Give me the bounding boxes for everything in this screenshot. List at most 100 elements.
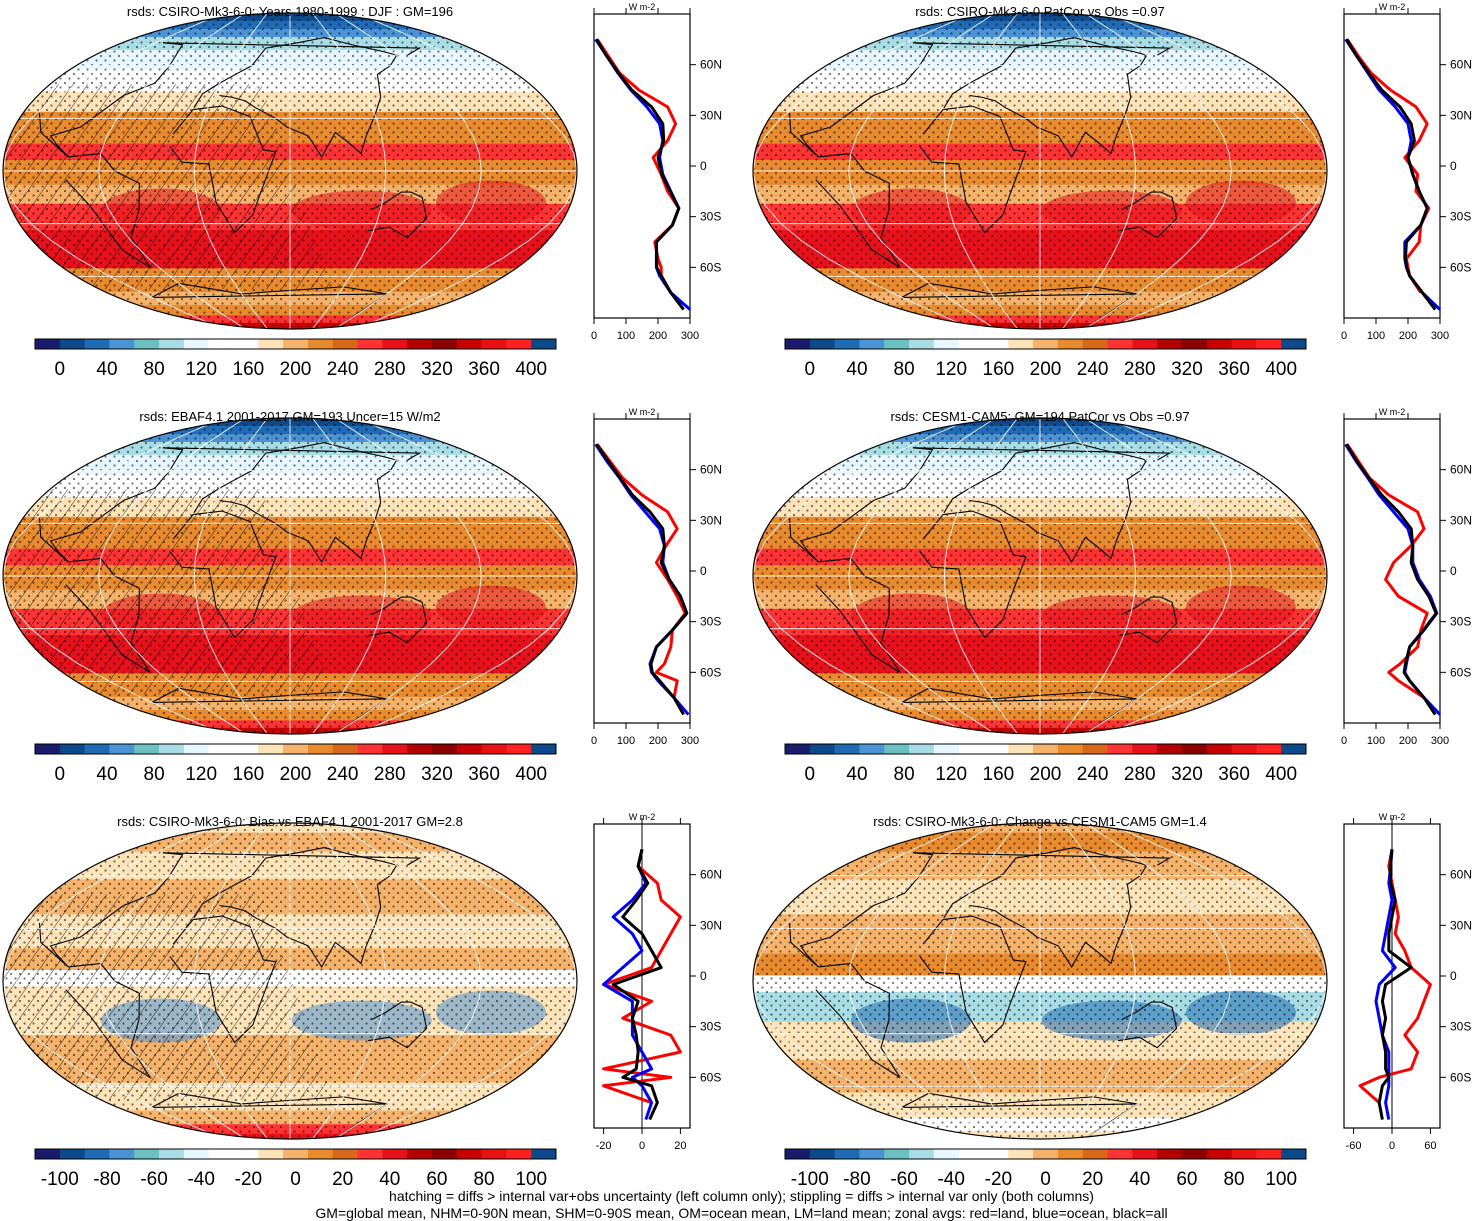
- colorbar-tick-label: 240: [327, 764, 359, 785]
- colorbar-swatch: [1231, 744, 1257, 754]
- zonal-panel-5: 60N 30N 0 30S 60S -20 0 20 W m-2: [593, 812, 722, 1152]
- lat-tick-label: 60N: [1450, 463, 1472, 477]
- graticule-lon: [943, 823, 1019, 1139]
- map-border: [752, 822, 1328, 1140]
- colorbar-tick-label: 320: [1171, 764, 1203, 785]
- colorbar-tick-label: 400: [515, 764, 547, 785]
- value-tick-label: 100: [1367, 735, 1385, 747]
- value-tick-label: 200: [1399, 330, 1417, 342]
- graticule-lon: [1106, 418, 1327, 734]
- colorbar-swatch: [909, 339, 935, 349]
- colorbar-swatch: [35, 339, 61, 349]
- colorbar-tick-label: 100: [515, 1169, 547, 1190]
- lat-tick-label: 30N: [1450, 918, 1472, 932]
- value-tick-label: 200: [649, 735, 667, 747]
- colorbar-swatch: [1181, 339, 1208, 349]
- value-tick-label: -20: [596, 1140, 612, 1152]
- value-tick-label: 300: [1431, 330, 1449, 342]
- colorbar-tick-label: -60: [140, 1169, 167, 1190]
- colorbar-tick-label: 20: [1082, 1169, 1103, 1190]
- map-title: rsds: CSIRO-Mk3-6-0: Years 1980-1999 : D…: [127, 4, 453, 19]
- value-tick-label: 300: [681, 330, 699, 342]
- map-border: [2, 12, 578, 330]
- colorbar-tick-label: 80: [144, 359, 165, 380]
- colorbar-tick-label: 200: [280, 764, 312, 785]
- colorbar-swatch: [859, 339, 885, 349]
- series-all: [595, 443, 689, 716]
- colorbar-tick-label: 360: [468, 359, 500, 380]
- units-label: W m-2: [629, 2, 656, 12]
- colorbar-swatch: [1181, 1149, 1208, 1159]
- colorbar-2: 0 40 80 120 160 200 240 280 320 360 400: [784, 338, 1307, 380]
- colorbar-swatch: [208, 1149, 234, 1159]
- colorbar-swatch: [1057, 744, 1084, 754]
- value-tick-label: 0: [591, 735, 597, 747]
- colorbar-swatch: [933, 1149, 960, 1159]
- colorbar-swatch: [1107, 339, 1133, 349]
- footer-legend-note: GM=global mean, NHM=0-90N mean, SHM=0-90…: [315, 1205, 1168, 1221]
- zonal-panel-1: 60N 30N 0 30S 60S 0 100 200 300 W m-2: [591, 2, 722, 342]
- colorbar-swatch: [1281, 339, 1307, 349]
- colorbar-swatch: [933, 339, 960, 349]
- colorbar-swatch: [59, 744, 86, 754]
- colorbar-swatch: [407, 339, 433, 349]
- zonal-frame: [1343, 13, 1441, 319]
- graticule-lon: [193, 418, 269, 734]
- units-label: W m-2: [1379, 2, 1406, 12]
- map-panel-5: rsds: CSIRO-Mk3-6-0: Bias vs EBAF4.1 200…: [2, 814, 578, 1140]
- units-label: W m-2: [1379, 407, 1406, 417]
- map-panel-2: rsds: CSIRO-Mk3-6-0 PatCor vs Obs =0.97: [752, 4, 1328, 330]
- lat-tick-label: 60N: [700, 868, 722, 882]
- colorbar-tick-label: 80: [144, 764, 165, 785]
- value-tick-label: 200: [1399, 735, 1417, 747]
- colorbar-tick-label: 40: [96, 359, 117, 380]
- colorbar-tick-label: 40: [379, 1169, 400, 1190]
- colorbar-swatch: [233, 744, 259, 754]
- colorbar-tick-label: 360: [1218, 359, 1250, 380]
- colorbar-tick-label: 400: [1265, 764, 1297, 785]
- graticule-lon: [334, 823, 482, 1139]
- colorbar-swatch: [1231, 1149, 1257, 1159]
- colorbar-tick-label: 0: [55, 764, 66, 785]
- colorbar-swatch: [1132, 744, 1158, 754]
- colorbar-swatch: [1281, 744, 1307, 754]
- zonal-frame: [1343, 418, 1441, 724]
- series-all: [1345, 443, 1438, 716]
- colorbar-swatch: [283, 339, 309, 349]
- colorbar-tick-label: 360: [1218, 764, 1250, 785]
- colorbar-tick-label: 240: [1077, 359, 1109, 380]
- colorbar-swatch: [1033, 339, 1059, 349]
- colorbar-swatch: [983, 339, 1009, 349]
- colorbar-swatch: [159, 1149, 185, 1159]
- graticule-lon: [1106, 823, 1327, 1139]
- colorbar-tick-label: 280: [374, 359, 406, 380]
- colorbar-swatch: [531, 744, 557, 754]
- colorbar-swatch: [307, 339, 334, 349]
- graticule-lon: [334, 418, 482, 734]
- colorbar-swatch: [382, 1149, 408, 1159]
- map-title: rsds: CSIRO-Mk3-6-0: Change vs CESM1-CAM…: [873, 814, 1206, 829]
- lat-tick-label: 60N: [1450, 58, 1472, 72]
- value-tick-label: 20: [674, 1140, 686, 1152]
- graticule-lon: [98, 418, 246, 734]
- graticule-lon: [1061, 418, 1137, 734]
- lat-tick-label: 0: [1450, 159, 1457, 173]
- zonal-panel-6: 60N 30N 0 30S 60S -60 0 60 W m-2: [1343, 812, 1472, 1152]
- colorbar-swatch: [307, 1149, 334, 1159]
- colorbar-frame: [34, 338, 557, 350]
- graticule-lon: [1084, 13, 1232, 329]
- colorbar-tick-label: 120: [935, 359, 967, 380]
- graticule-lon: [311, 823, 387, 1139]
- colorbar-swatch: [258, 744, 284, 754]
- colorbar-tick-label: 0: [805, 764, 816, 785]
- colorbar-swatch: [332, 339, 358, 349]
- lat-tick-label: 30S: [700, 1020, 721, 1034]
- colorbar-tick-label: 40: [96, 764, 117, 785]
- map-border: [2, 417, 578, 735]
- lat-tick-label: 30S: [1450, 210, 1471, 224]
- colorbar-swatch: [35, 744, 61, 754]
- graticule-lon: [848, 823, 996, 1139]
- graticule-lon: [1084, 418, 1232, 734]
- colorbar-tick-label: 400: [515, 359, 547, 380]
- colorbar-swatch: [283, 744, 309, 754]
